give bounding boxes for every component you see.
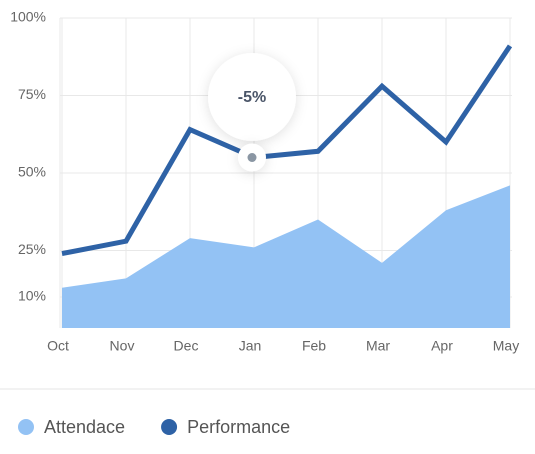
annotation-text: -5%: [238, 89, 266, 106]
x-tick-label: May: [493, 338, 519, 354]
y-tick-label: 50%: [18, 164, 46, 180]
annotation-bubble: [208, 53, 296, 141]
legend-label: Performance: [187, 417, 290, 437]
x-tick-label: Nov: [110, 338, 135, 354]
legend-label: Attendace: [44, 417, 125, 437]
y-tick-label: 100%: [10, 9, 46, 25]
x-tick-label: Feb: [302, 338, 326, 354]
legend-swatch: [161, 419, 178, 435]
x-tick-label: Oct: [47, 338, 69, 354]
point: [247, 153, 257, 162]
x-tick-label: Jan: [239, 338, 262, 354]
x-tick-label: Apr: [431, 338, 453, 354]
x-tick-label: Mar: [366, 338, 390, 354]
legend-swatch: [18, 419, 34, 435]
line: [61, 44, 513, 257]
area: [62, 185, 510, 328]
y-tick-label: 75%: [18, 86, 46, 102]
y-tick-label: 25%: [18, 241, 46, 257]
y-tick-label: 10%: [18, 288, 46, 304]
x-tick-label: Dec: [174, 338, 199, 354]
